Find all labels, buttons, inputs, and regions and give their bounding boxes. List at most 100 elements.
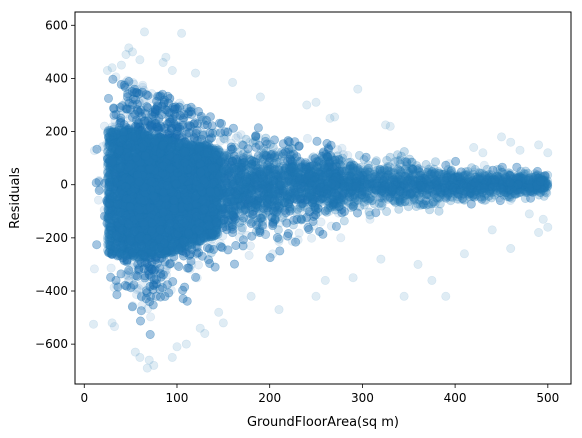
data-point bbox=[216, 183, 226, 193]
data-point bbox=[150, 279, 160, 289]
data-point bbox=[427, 199, 437, 209]
data-point bbox=[236, 195, 246, 205]
data-point bbox=[138, 173, 148, 183]
data-point bbox=[272, 147, 282, 157]
data-point bbox=[106, 263, 116, 273]
data-point bbox=[200, 226, 210, 236]
data-point bbox=[155, 168, 165, 178]
data-point bbox=[150, 200, 160, 210]
data-point bbox=[139, 145, 149, 155]
data-point bbox=[121, 104, 131, 114]
data-point bbox=[124, 190, 134, 200]
data-point bbox=[303, 178, 313, 188]
data-point bbox=[94, 195, 104, 205]
data-point bbox=[336, 233, 346, 243]
data-point bbox=[114, 243, 124, 253]
data-point bbox=[140, 198, 150, 208]
data-point bbox=[156, 172, 166, 182]
data-point bbox=[244, 250, 254, 260]
data-point bbox=[289, 189, 299, 199]
data-point bbox=[146, 255, 156, 265]
data-point bbox=[89, 264, 99, 274]
data-point bbox=[174, 179, 184, 189]
data-point bbox=[207, 241, 217, 251]
data-point bbox=[114, 189, 124, 199]
data-point bbox=[194, 141, 204, 151]
data-point bbox=[216, 191, 226, 201]
data-point bbox=[146, 248, 156, 258]
data-point bbox=[129, 157, 139, 167]
data-point bbox=[293, 175, 303, 185]
plot-frame bbox=[75, 12, 571, 384]
data-point bbox=[109, 282, 119, 292]
data-point bbox=[131, 189, 141, 199]
data-point bbox=[136, 143, 146, 153]
data-point bbox=[192, 206, 202, 216]
data-point bbox=[407, 173, 417, 183]
data-point bbox=[169, 164, 179, 174]
data-point bbox=[160, 267, 170, 277]
data-point bbox=[108, 135, 118, 145]
data-point bbox=[191, 129, 201, 139]
data-point bbox=[169, 181, 179, 191]
data-point bbox=[242, 192, 252, 202]
data-point bbox=[182, 123, 192, 133]
data-point bbox=[133, 201, 143, 211]
data-point bbox=[139, 258, 149, 268]
data-point bbox=[277, 181, 287, 191]
data-point bbox=[127, 171, 137, 181]
data-point bbox=[302, 133, 312, 143]
data-point bbox=[324, 206, 334, 216]
data-point bbox=[304, 190, 314, 200]
data-point bbox=[145, 141, 155, 151]
data-point bbox=[145, 152, 155, 162]
data-point bbox=[122, 181, 132, 191]
data-point bbox=[130, 242, 140, 252]
data-point bbox=[146, 312, 156, 322]
data-point bbox=[158, 225, 168, 235]
data-point bbox=[322, 169, 332, 179]
data-point bbox=[158, 145, 168, 155]
data-point bbox=[149, 279, 159, 289]
data-point bbox=[145, 188, 155, 198]
data-point bbox=[172, 112, 182, 122]
data-point bbox=[231, 133, 241, 143]
data-point bbox=[230, 161, 240, 171]
data-point bbox=[163, 191, 173, 201]
data-point bbox=[162, 202, 172, 212]
data-point bbox=[114, 231, 124, 241]
data-point bbox=[170, 217, 180, 227]
plot-area bbox=[74, 11, 572, 385]
data-point bbox=[224, 203, 234, 213]
data-point bbox=[163, 178, 173, 188]
data-point bbox=[139, 213, 149, 223]
data-point bbox=[165, 94, 175, 104]
data-point bbox=[484, 191, 494, 201]
data-point bbox=[194, 260, 204, 270]
data-point bbox=[153, 241, 163, 251]
data-point bbox=[305, 183, 315, 193]
data-point bbox=[139, 189, 149, 199]
data-point bbox=[152, 241, 162, 251]
data-point bbox=[140, 212, 150, 222]
data-point bbox=[337, 143, 347, 153]
data-point bbox=[204, 149, 214, 159]
data-point bbox=[253, 132, 263, 142]
data-point bbox=[112, 281, 122, 291]
data-point bbox=[197, 148, 207, 158]
data-point bbox=[275, 203, 285, 213]
data-point bbox=[151, 147, 161, 157]
data-point bbox=[182, 132, 192, 142]
data-point bbox=[164, 117, 174, 127]
data-point bbox=[126, 156, 136, 166]
data-point bbox=[110, 222, 120, 232]
data-point bbox=[189, 167, 199, 177]
data-point bbox=[118, 154, 128, 164]
data-point bbox=[147, 114, 157, 124]
data-point bbox=[140, 219, 150, 229]
data-point bbox=[395, 187, 405, 197]
data-point bbox=[119, 145, 129, 155]
data-point bbox=[120, 164, 130, 174]
data-point bbox=[316, 217, 326, 227]
data-point bbox=[210, 219, 220, 229]
